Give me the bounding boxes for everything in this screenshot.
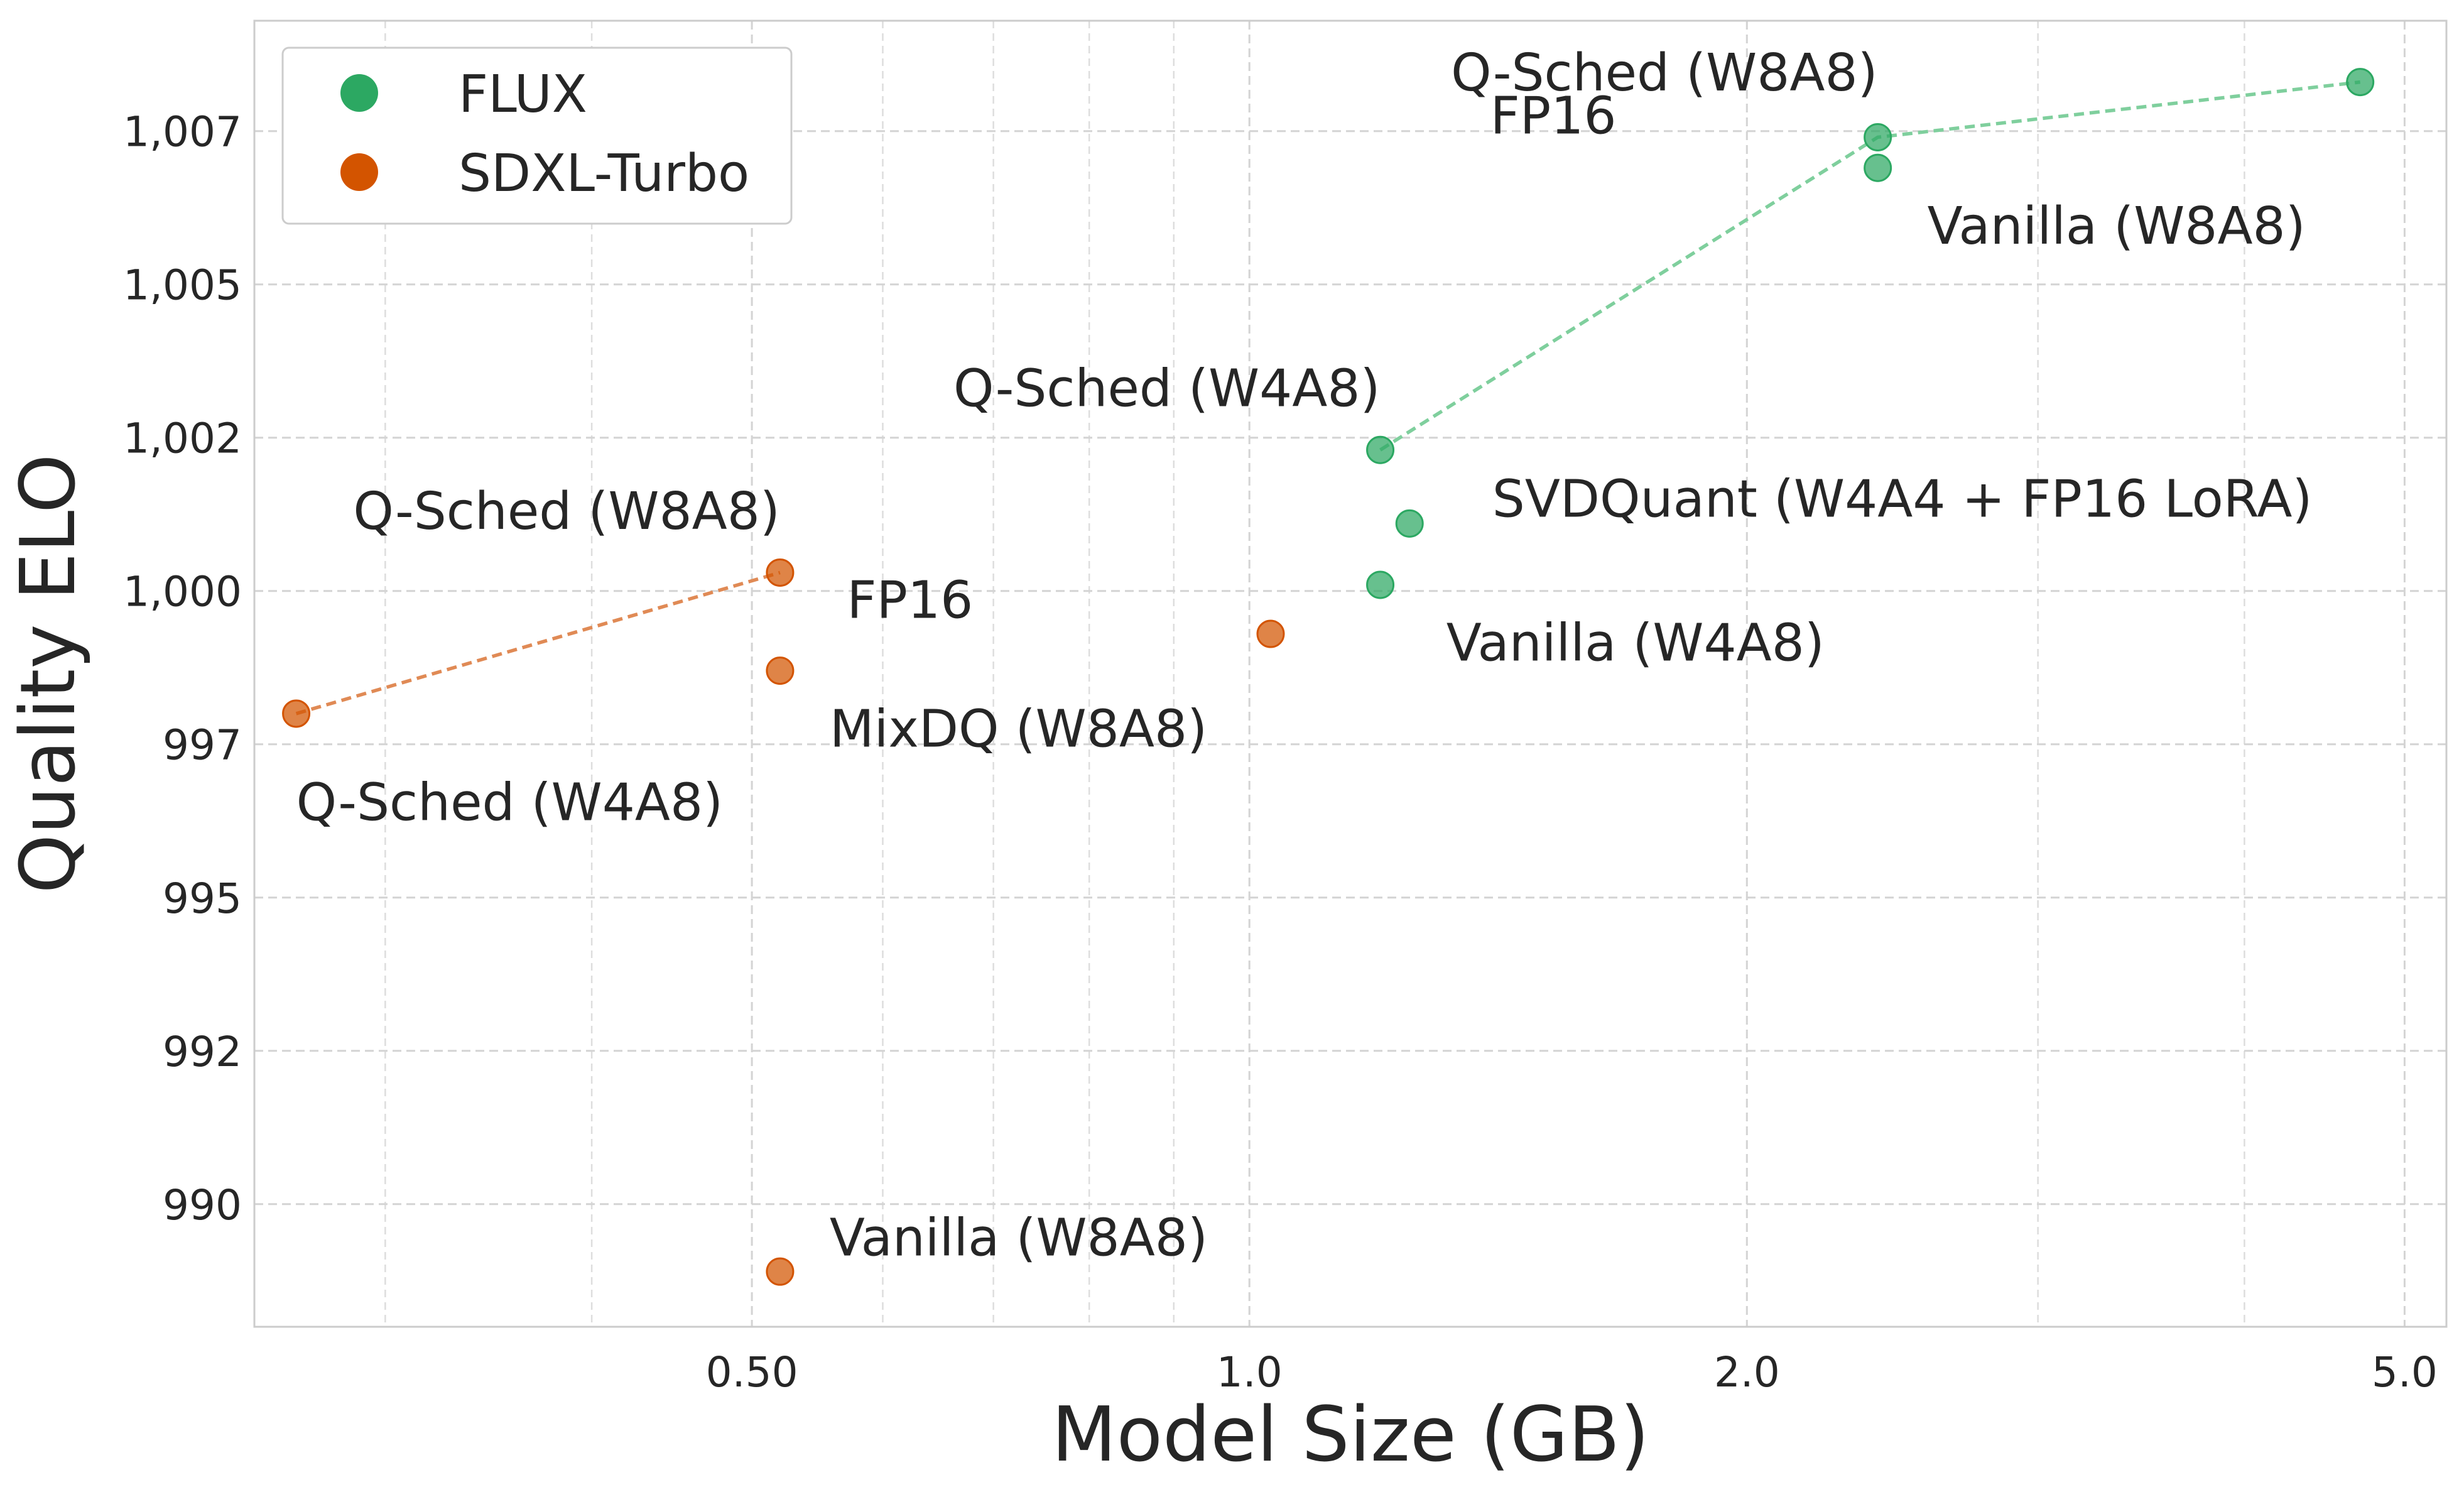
legend-box — [281, 46, 793, 225]
y-axis-label: Quality ELO — [5, 454, 92, 894]
y-tick-label: 1,000 — [123, 568, 242, 616]
legend-label-flux: FLUX — [459, 65, 587, 124]
legend-marker-sdxl-turbo — [340, 153, 378, 191]
y-tick-label: 1,002 — [123, 415, 242, 463]
sdxl-turbo-point-fp16 — [1256, 619, 1285, 648]
x-axis-ticks: 0.50 1.0 2.0 5.0 — [706, 1348, 2438, 1397]
flux-point-vanilla-w8a8 — [1864, 153, 1892, 182]
plot-area-frame — [253, 19, 2448, 1328]
grid-lines — [254, 21, 2446, 1327]
flux-point-q-sched-w8a8 — [1864, 123, 1892, 151]
data-points — [282, 68, 2375, 1286]
sdxl-turbo-point-q-sched-w4a8 — [282, 699, 311, 728]
flux-label-q-sched-w8a8: Q-Sched (W8A8) — [1451, 43, 1878, 103]
sdxl-turbo-label-q-sched-w4a8: Q-Sched (W4A8) — [296, 773, 724, 832]
legend-label-sdxl-turbo: SDXL-Turbo — [459, 144, 749, 204]
legend-marker-flux — [340, 74, 378, 112]
y-tick-label: 1,007 — [123, 108, 242, 156]
y-tick-label: 1,005 — [123, 261, 242, 310]
flux-label-q-sched-w4a8: Q-Sched (W4A8) — [953, 359, 1381, 419]
x-tick-label: 5.0 — [2372, 1348, 2438, 1397]
flux-point-svdquant-w4a4-fp16-lora — [1395, 509, 1424, 538]
sdxl-turbo-label-vanilla-w8a8: Vanilla (W8A8) — [830, 1208, 1208, 1268]
flux-point-vanilla-w4a8 — [1366, 570, 1395, 599]
flux-label-vanilla-w4a8: Vanilla (W4A8) — [1446, 614, 1825, 673]
sdxl-turbo-label-fp16: FP16 — [847, 570, 973, 630]
sdxl-turbo-frontier-line — [295, 570, 781, 716]
flux-point-fp16 — [2346, 68, 2375, 97]
y-tick-label: 997 — [163, 721, 242, 770]
flux-label-svdquant-w4a4-fp16-lora: SVDQuant (W4A4 + FP16 LoRA) — [1492, 469, 2313, 529]
x-tick-label: 2.0 — [1714, 1348, 1780, 1397]
x-axis-label: Model Size (GB) — [1051, 1391, 1649, 1479]
flux-point-q-sched-w4a8 — [1366, 435, 1395, 464]
sdxl-turbo-point-mixdq-w8a8 — [766, 656, 795, 685]
sdxl-turbo-point-q-sched-w8a8 — [766, 558, 795, 587]
y-tick-label: 992 — [163, 1028, 242, 1076]
sdxl-turbo-point-vanilla-w8a8 — [766, 1257, 795, 1286]
x-tick-label: 0.50 — [706, 1348, 798, 1397]
flux-label-vanilla-w8a8: Vanilla (W8A8) — [1928, 197, 2306, 256]
sdxl-turbo-label-q-sched-w8a8: Q-Sched (W8A8) — [353, 482, 780, 542]
y-axis-ticks: 990 992 995 997 1,000 1,002 1,005 1,007 — [123, 108, 242, 1229]
sdxl-turbo-label-mixdq-w8a8: MixDQ (W8A8) — [830, 699, 1207, 759]
y-tick-label: 990 — [163, 1181, 242, 1229]
y-tick-label: 995 — [163, 874, 242, 923]
legend: FLUX SDXL-Turbo — [281, 46, 793, 225]
flux-label-fp16: FP16 — [1490, 86, 1617, 146]
x-tick-label: 1.0 — [1217, 1348, 1283, 1397]
